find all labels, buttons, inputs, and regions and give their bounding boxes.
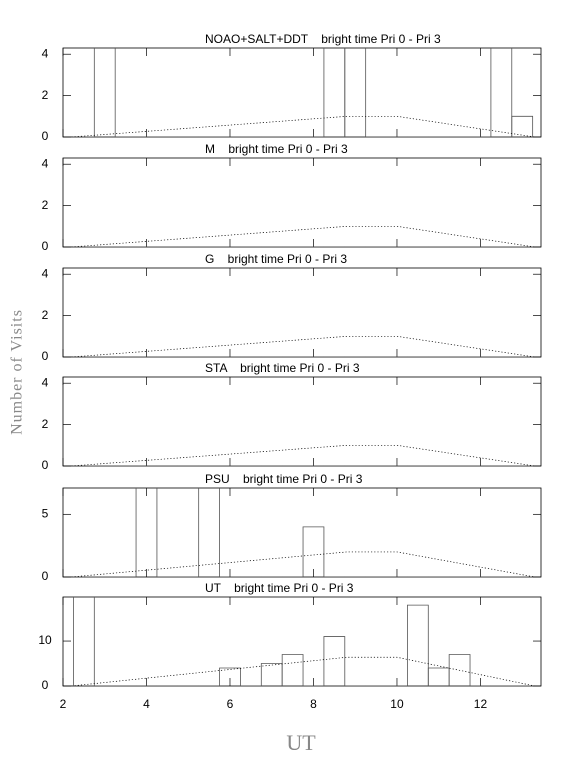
y-tick-label: 0 <box>42 458 49 472</box>
y-tick-label: 0 <box>42 678 49 692</box>
panel: UT bright time Pri 0 - Pri 3 0 10 2 4 6 8 10 12 <box>38 581 542 711</box>
histogram-bin <box>219 667 241 686</box>
x-tick-label: 10 <box>390 697 404 711</box>
panel: PSU bright time Pri 0 - Pri 3 0 5 <box>42 472 542 583</box>
panel-frame <box>62 596 542 687</box>
plot-area <box>71 488 535 577</box>
panel-frame <box>62 487 542 578</box>
plot-area <box>71 225 535 247</box>
panel: NOAO+SALT+DDT bright time Pri 0 - Pri 3 0… <box>42 32 542 143</box>
curve <box>71 656 535 686</box>
histogram-bin <box>260 663 283 686</box>
histogram-bin <box>198 488 220 577</box>
histogram-bin <box>281 654 304 686</box>
y-tick-label: 2 <box>42 88 49 102</box>
x-tick-label: 6 <box>227 697 234 711</box>
histogram-bin <box>427 667 450 686</box>
curve <box>71 225 535 247</box>
y-tick-label: 10 <box>38 633 52 647</box>
panel-title: G bright time Pri 0 - Pri 3 <box>205 252 347 266</box>
y-tick-label: 2 <box>42 308 49 322</box>
plot-area <box>71 597 535 686</box>
y-tick-label: 4 <box>42 266 49 280</box>
histogram-bin <box>135 488 158 577</box>
y-tick-label: 4 <box>42 375 49 389</box>
histogram-bin <box>407 604 429 686</box>
curve <box>71 335 535 357</box>
plot-area <box>71 335 535 357</box>
panel: M bright time Pri 0 - Pri 3 0 2 4 <box>42 142 542 253</box>
x-tick-label: 12 <box>474 697 488 711</box>
y-tick-label: 5 <box>42 506 49 520</box>
y-tick-label: 4 <box>42 156 49 170</box>
x-tick-label: 8 <box>310 697 317 711</box>
y-tick-label: 2 <box>42 198 49 212</box>
x-tick-label: 4 <box>143 697 150 711</box>
y-tick-label: 0 <box>42 349 49 363</box>
histogram-bin <box>323 48 346 137</box>
curve <box>71 115 535 137</box>
panel-title: STA bright time Pri 0 - Pri 3 <box>205 361 360 375</box>
histogram-bin <box>448 654 471 686</box>
y-axis-label: Number of Visits <box>9 309 26 435</box>
histogram-bin <box>344 48 367 137</box>
y-tick-label: 0 <box>42 239 49 253</box>
panel: G bright time Pri 0 - Pri 3 0 2 4 <box>42 252 542 363</box>
curve <box>71 444 535 466</box>
panel-title: M bright time Pri 0 - Pri 3 <box>205 142 348 156</box>
plot-area <box>71 444 535 466</box>
histogram-bin <box>323 636 346 686</box>
panel-title: UT bright time Pri 0 - Pri 3 <box>205 581 354 595</box>
y-tick-label: 2 <box>42 417 49 431</box>
histogram-bin <box>73 597 95 686</box>
plot-area <box>71 48 535 137</box>
curve <box>71 551 535 577</box>
histogram-bin <box>511 115 534 137</box>
panel-title: NOAO+SALT+DDT bright time Pri 0 - Pri 3 <box>205 32 441 46</box>
histogram-bin <box>302 526 325 577</box>
y-tick-label: 0 <box>42 129 49 143</box>
x-axis-label: UT <box>286 730 316 755</box>
panel-frame <box>62 47 542 138</box>
y-tick-label: 4 <box>42 46 49 60</box>
histogram-bin <box>490 48 513 137</box>
panel: STA bright time Pri 0 - Pri 3 0 2 4 <box>42 361 542 472</box>
panel-frame <box>62 376 542 467</box>
panel-title: PSU bright time Pri 0 - Pri 3 <box>205 472 363 486</box>
y-tick-label: 0 <box>42 569 49 583</box>
panel-frame <box>62 157 542 248</box>
histogram-bin <box>93 48 116 137</box>
panel-frame <box>62 267 542 358</box>
x-tick-label: 2 <box>60 697 67 711</box>
